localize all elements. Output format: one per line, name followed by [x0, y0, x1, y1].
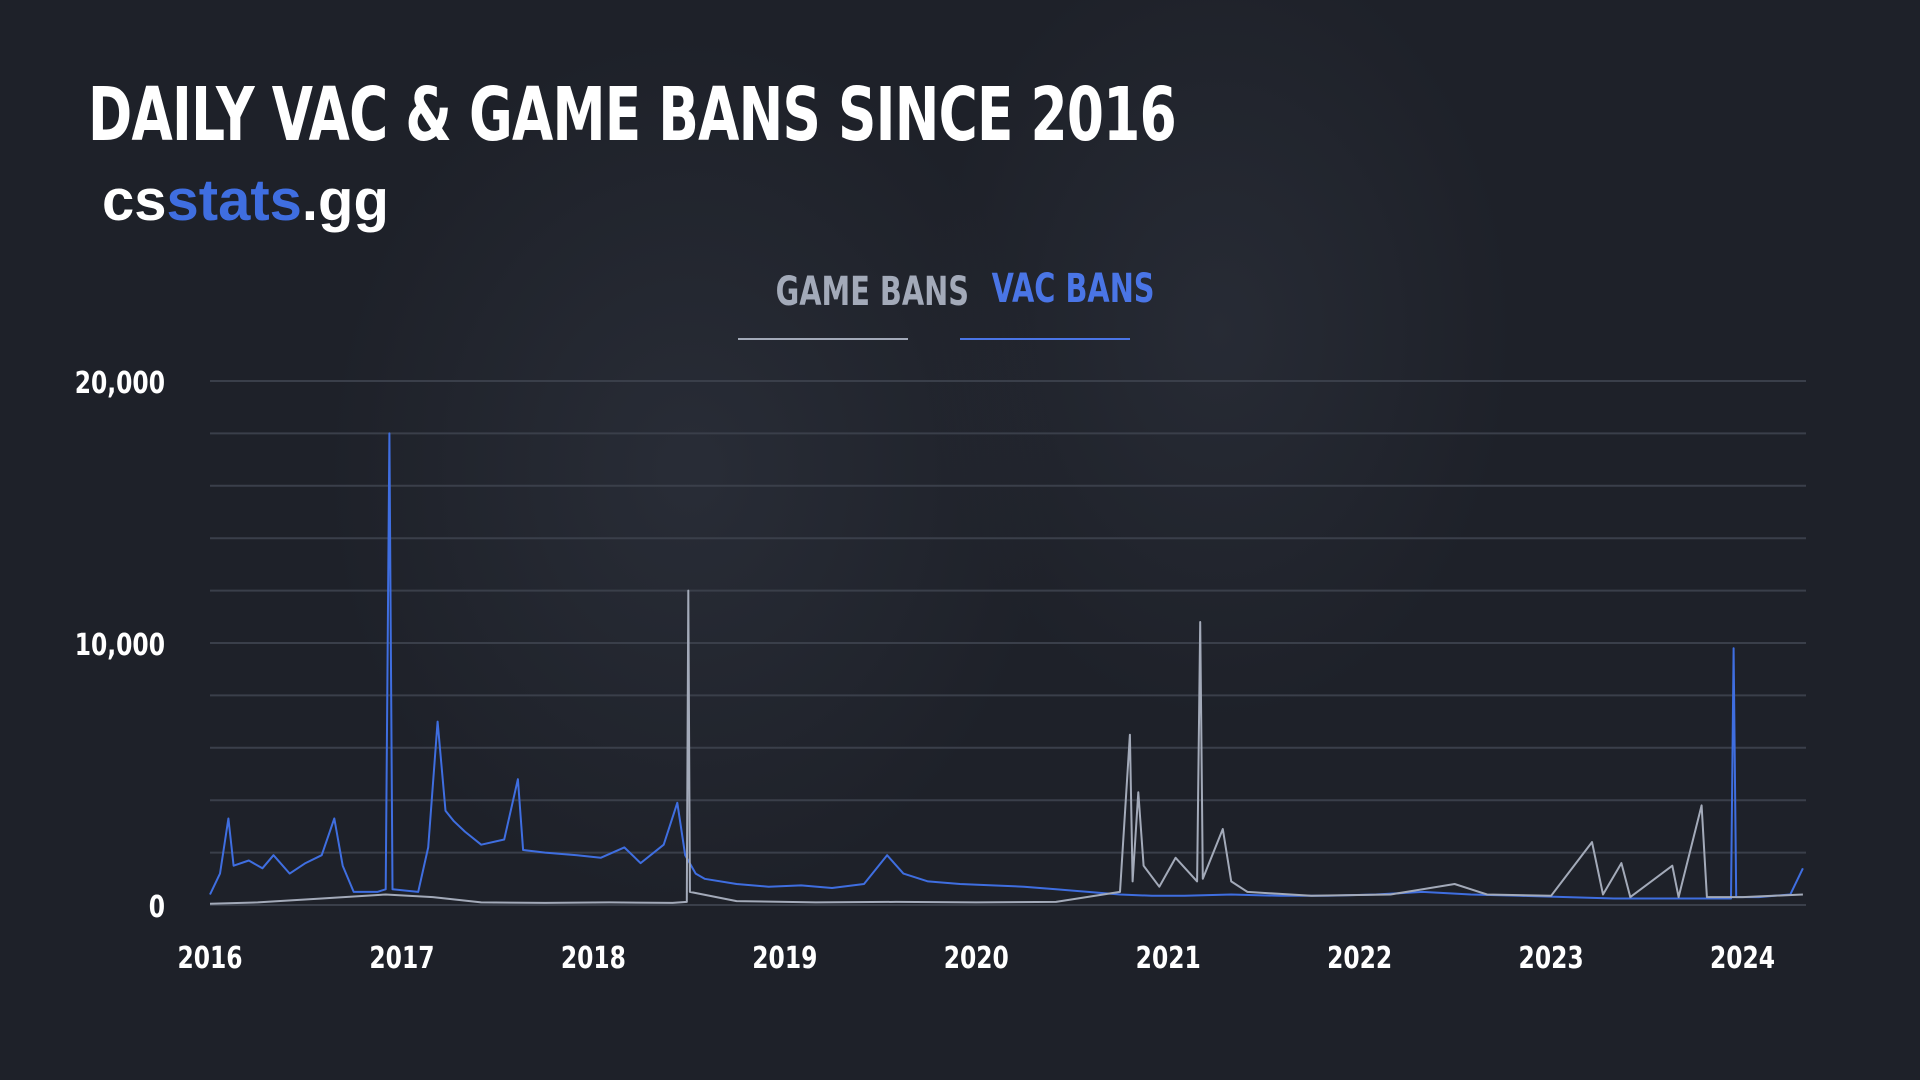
vac-bans-line: [209, 432, 1804, 900]
brand-accent: stats: [166, 168, 302, 233]
page-title: DAILY VAC & GAME BANS SINCE 2016: [88, 72, 1177, 158]
x-tick-label: 2018: [561, 941, 626, 976]
x-tick-label: 2020: [944, 941, 1009, 976]
brand-prefix: cs: [102, 168, 167, 233]
x-tick-label: 2022: [1327, 941, 1392, 976]
y-tick-label: 0: [149, 890, 165, 925]
x-tick-label: 2016: [177, 941, 242, 976]
game-bans-line: [209, 589, 1803, 905]
brand-suffix: .gg: [301, 168, 389, 233]
x-tick-label: 2024: [1710, 941, 1775, 976]
x-tick-label: 2019: [752, 941, 817, 976]
tab-vac-bans[interactable]: VAC BANS: [960, 263, 1155, 340]
x-tick-label: 2021: [1136, 941, 1201, 976]
y-tick-label: 20,000: [75, 366, 165, 401]
x-tick-label: 2017: [369, 941, 434, 976]
brand-logo: csstats.gg: [102, 168, 389, 234]
tab-vac-bans-label: VAC BANS: [991, 266, 1155, 312]
x-tick-label: 2023: [1519, 941, 1584, 976]
y-tick-label: 10,000: [75, 628, 165, 663]
tab-game-bans-label: GAME BANS: [775, 269, 969, 315]
tab-game-bans[interactable]: GAME BANS: [738, 266, 969, 340]
